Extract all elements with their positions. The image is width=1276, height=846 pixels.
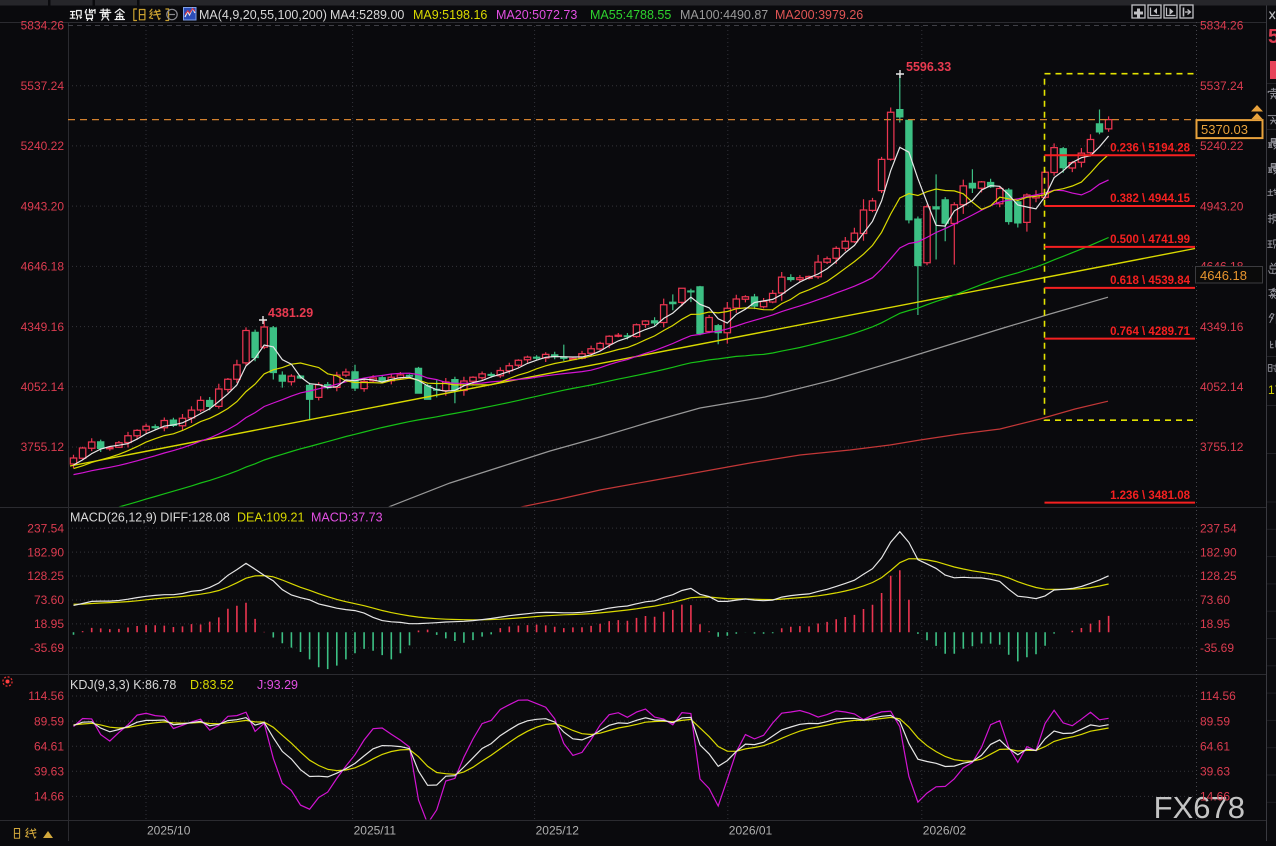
svg-text:73.60: 73.60 [34, 593, 64, 607]
svg-text:14.66: 14.66 [1200, 790, 1230, 804]
svg-text:64.61: 64.61 [1200, 739, 1230, 753]
svg-text:114.56: 114.56 [1200, 689, 1236, 703]
svg-text:39.63: 39.63 [34, 765, 64, 779]
svg-text:0.618 \ 4539.84: 0.618 \ 4539.84 [1110, 275, 1191, 287]
svg-text:18.95: 18.95 [34, 617, 64, 631]
svg-text:4052.14: 4052.14 [1200, 380, 1244, 394]
svg-text:237.54: 237.54 [27, 521, 64, 535]
svg-text:4646.18: 4646.18 [21, 260, 65, 274]
svg-text:2025/11: 2025/11 [354, 824, 397, 838]
svg-text:4646.18: 4646.18 [1200, 268, 1247, 283]
svg-text:MACD:37.73: MACD:37.73 [311, 511, 383, 525]
svg-text:0.764 \ 4289.71: 0.764 \ 4289.71 [1110, 326, 1191, 338]
svg-text:5240.22: 5240.22 [21, 139, 65, 153]
svg-text:2026/02: 2026/02 [923, 824, 967, 838]
svg-text:53: 53 [1268, 26, 1276, 48]
svg-text:128.25: 128.25 [1200, 569, 1237, 583]
svg-text:3755.12: 3755.12 [21, 440, 65, 454]
svg-text:73.60: 73.60 [1200, 593, 1230, 607]
svg-text:4943.20: 4943.20 [1200, 199, 1244, 213]
svg-text:5240.22: 5240.22 [1200, 139, 1244, 153]
svg-text:2025/10: 2025/10 [147, 824, 191, 838]
svg-text:-35.69: -35.69 [30, 641, 64, 655]
svg-text:4381.29: 4381.29 [268, 306, 313, 320]
svg-text:2025/12: 2025/12 [536, 824, 580, 838]
svg-text:MA4:5289.00: MA4:5289.00 [330, 8, 404, 22]
svg-text:5537.24: 5537.24 [21, 79, 65, 93]
svg-text:128.25: 128.25 [27, 569, 64, 583]
svg-text:DEA:109.21: DEA:109.21 [237, 511, 304, 525]
svg-text:14.66: 14.66 [34, 790, 64, 804]
svg-text:182.90: 182.90 [1200, 545, 1237, 559]
svg-text:237.54: 237.54 [1200, 521, 1237, 535]
svg-text:0.236 \ 5194.28: 0.236 \ 5194.28 [1110, 142, 1191, 154]
svg-text:4052.14: 4052.14 [21, 380, 65, 394]
svg-text:3755.12: 3755.12 [1200, 440, 1244, 454]
svg-text:D:83.52: D:83.52 [190, 678, 234, 692]
svg-text:MACD(26,12,9) DIFF:128.08: MACD(26,12,9) DIFF:128.08 [70, 511, 230, 525]
svg-text:4349.16: 4349.16 [21, 320, 65, 334]
svg-text:5537.24: 5537.24 [1200, 79, 1244, 93]
svg-text:5834.26: 5834.26 [21, 19, 65, 33]
svg-text:5834.26: 5834.26 [1200, 19, 1244, 33]
svg-text:114.56: 114.56 [28, 689, 64, 703]
svg-text:17: 17 [1268, 383, 1276, 397]
svg-text:2026/01: 2026/01 [729, 824, 773, 838]
svg-text:0.500 \ 4741.99: 0.500 \ 4741.99 [1110, 234, 1190, 246]
svg-text:89.59: 89.59 [34, 714, 64, 728]
svg-text:5596.33: 5596.33 [906, 60, 951, 74]
svg-text:18.95: 18.95 [1200, 617, 1230, 631]
svg-text:89.59: 89.59 [1200, 714, 1230, 728]
svg-text:MA100:4490.87: MA100:4490.87 [680, 8, 768, 22]
svg-text:J:93.29: J:93.29 [257, 678, 298, 692]
svg-text:39.63: 39.63 [1200, 765, 1230, 779]
svg-text:MA200:3979.26: MA200:3979.26 [775, 8, 863, 22]
svg-text:MA55:4788.55: MA55:4788.55 [590, 8, 671, 22]
svg-text:4943.20: 4943.20 [21, 199, 65, 213]
svg-text:-35.69: -35.69 [1200, 641, 1234, 655]
svg-text:MA(4,9,20,55,100,200): MA(4,9,20,55,100,200) [199, 8, 327, 22]
svg-text:0.382 \ 4944.15: 0.382 \ 4944.15 [1110, 193, 1191, 205]
svg-text:5370.03: 5370.03 [1201, 122, 1248, 137]
svg-text:64.61: 64.61 [34, 739, 64, 753]
svg-text:KDJ(9,3,3) K:86.78: KDJ(9,3,3) K:86.78 [70, 678, 176, 692]
svg-text:MA20:5072.73: MA20:5072.73 [496, 8, 577, 22]
svg-text:4349.16: 4349.16 [1200, 320, 1244, 334]
svg-text:1.236 \ 3481.08: 1.236 \ 3481.08 [1110, 490, 1191, 502]
svg-text:182.90: 182.90 [27, 545, 64, 559]
svg-text:MA9:5198.16: MA9:5198.16 [413, 8, 487, 22]
